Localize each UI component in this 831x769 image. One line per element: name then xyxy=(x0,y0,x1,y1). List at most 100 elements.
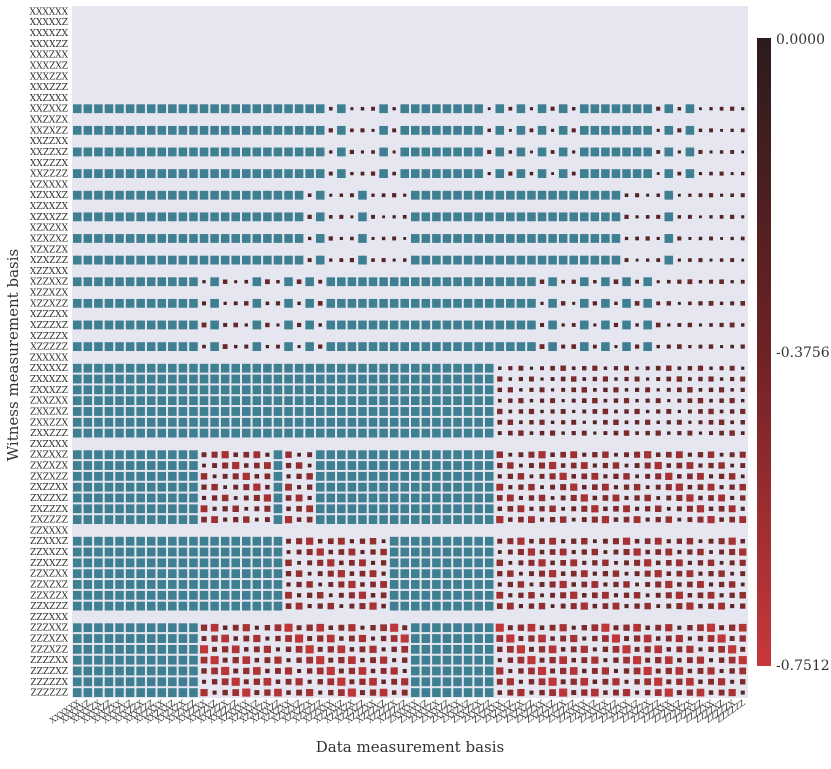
heatmap-cell xyxy=(337,537,345,545)
heatmap-cell xyxy=(189,125,198,135)
heatmap-cell xyxy=(73,277,82,287)
heatmap-cell xyxy=(698,193,703,198)
heatmap-cell xyxy=(202,301,207,306)
heatmap-cell xyxy=(379,104,388,114)
y-tick-label: XZZZZZ xyxy=(30,343,68,353)
heatmap-cell xyxy=(518,679,523,684)
heatmap-cell xyxy=(528,592,535,599)
heatmap-cell xyxy=(115,471,124,481)
heatmap-cell xyxy=(432,298,441,308)
heatmap-cell xyxy=(707,483,715,491)
heatmap-cell xyxy=(157,580,167,589)
heatmap-cell xyxy=(125,255,135,265)
heatmap-cell xyxy=(613,625,619,631)
heatmap-cell xyxy=(698,344,703,349)
heatmap-cell xyxy=(199,580,209,589)
heatmap-cell xyxy=(136,515,145,524)
heatmap-cell xyxy=(624,388,629,392)
heatmap-cell xyxy=(157,298,167,308)
heatmap-cell xyxy=(411,298,420,308)
heatmap-cell xyxy=(168,125,177,135)
heatmap-cell xyxy=(411,147,420,157)
heatmap-cell xyxy=(624,214,629,219)
heatmap-cell xyxy=(104,634,114,643)
heatmap-cell xyxy=(305,385,314,395)
heatmap-cell xyxy=(528,483,535,491)
heatmap-cell xyxy=(211,667,218,675)
heatmap-cell xyxy=(83,428,93,438)
heatmap-cell xyxy=(125,342,135,351)
y-tick-labels: XXXXXXXXXXXZXXXXZXXXXXZZXXXZXXXXXZXZXXXZ… xyxy=(30,7,69,698)
heatmap-cell xyxy=(400,569,409,579)
heatmap-cell xyxy=(432,374,441,384)
heatmap-cell xyxy=(591,472,599,480)
heatmap-cell xyxy=(633,656,642,665)
heatmap-cell xyxy=(189,298,198,308)
heatmap-cell xyxy=(496,483,504,491)
heatmap-cell xyxy=(624,236,629,241)
heatmap-cell xyxy=(645,473,651,479)
heatmap-cell xyxy=(581,517,587,523)
heatmap-cell xyxy=(403,237,407,240)
heatmap-cell xyxy=(379,450,388,460)
heatmap-cell xyxy=(400,504,409,514)
heatmap-cell xyxy=(157,342,167,351)
heatmap-cell xyxy=(453,547,462,557)
heatmap-cell xyxy=(411,255,420,265)
heatmap-cell xyxy=(708,408,714,415)
heatmap-cell xyxy=(708,462,714,469)
heatmap-cell xyxy=(484,234,494,243)
heatmap-cell xyxy=(421,666,431,676)
heatmap-cell xyxy=(381,193,386,198)
y-tick-label: ZZXZXZ xyxy=(30,580,68,590)
heatmap-cell xyxy=(421,396,431,406)
heatmap-cell xyxy=(83,504,93,514)
heatmap-cell xyxy=(496,591,504,599)
heatmap-cell xyxy=(623,592,630,598)
heatmap-cell xyxy=(199,212,209,222)
heatmap-cell xyxy=(518,484,524,490)
heatmap-cell xyxy=(358,417,367,427)
heatmap-cell xyxy=(709,658,714,663)
heatmap-cell xyxy=(634,646,640,652)
heatmap-cell xyxy=(719,106,724,111)
y-tick-label: ZXZZZX xyxy=(30,505,68,515)
heatmap-cell xyxy=(463,125,473,135)
heatmap-cell xyxy=(698,603,703,609)
heatmap-cell xyxy=(296,689,303,696)
heatmap-cell xyxy=(273,569,283,579)
heatmap-cell xyxy=(157,363,167,373)
x-axis-label: Data measurement basis xyxy=(316,738,504,756)
heatmap-cell xyxy=(675,451,683,459)
heatmap-cell xyxy=(634,344,640,349)
heatmap-cell xyxy=(497,690,503,695)
heatmap-cell xyxy=(125,428,135,438)
heatmap-cell xyxy=(296,505,302,512)
heatmap-cell xyxy=(276,280,280,284)
heatmap-cell xyxy=(136,320,145,330)
heatmap-cell xyxy=(432,461,441,470)
heatmap-cell xyxy=(381,258,386,263)
heatmap-cell xyxy=(453,688,462,697)
heatmap-cell xyxy=(368,515,378,524)
heatmap-cell xyxy=(168,688,177,697)
heatmap-cell xyxy=(294,125,304,135)
heatmap-cell xyxy=(560,463,566,468)
heatmap-cell xyxy=(411,385,420,395)
heatmap-cell xyxy=(739,667,747,675)
heatmap-cell xyxy=(136,428,145,438)
y-tick-label: XXZZZZ xyxy=(30,170,68,180)
heatmap-cell xyxy=(730,280,734,284)
heatmap-cell xyxy=(317,571,323,577)
heatmap-cell xyxy=(687,484,693,490)
heatmap-cell xyxy=(432,417,441,427)
heatmap-cell xyxy=(421,147,431,157)
heatmap-cell xyxy=(484,190,494,200)
heatmap-cell xyxy=(315,407,325,416)
heatmap-cell xyxy=(611,634,621,643)
heatmap-cell xyxy=(740,387,745,392)
heatmap-cell xyxy=(115,450,124,460)
heatmap-cell xyxy=(591,505,599,513)
heatmap-cell xyxy=(294,169,304,178)
heatmap-cell xyxy=(146,634,156,643)
